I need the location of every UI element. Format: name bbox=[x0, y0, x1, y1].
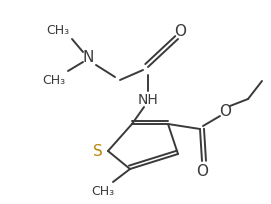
Text: O: O bbox=[219, 104, 231, 119]
Text: O: O bbox=[196, 164, 208, 179]
Text: NH: NH bbox=[138, 93, 158, 106]
Text: N: N bbox=[82, 50, 94, 65]
Text: CH₃: CH₃ bbox=[91, 185, 115, 197]
Text: CH₃: CH₃ bbox=[43, 74, 66, 87]
Text: CH₃: CH₃ bbox=[46, 24, 70, 37]
Text: S: S bbox=[93, 144, 103, 159]
Text: O: O bbox=[174, 24, 186, 39]
